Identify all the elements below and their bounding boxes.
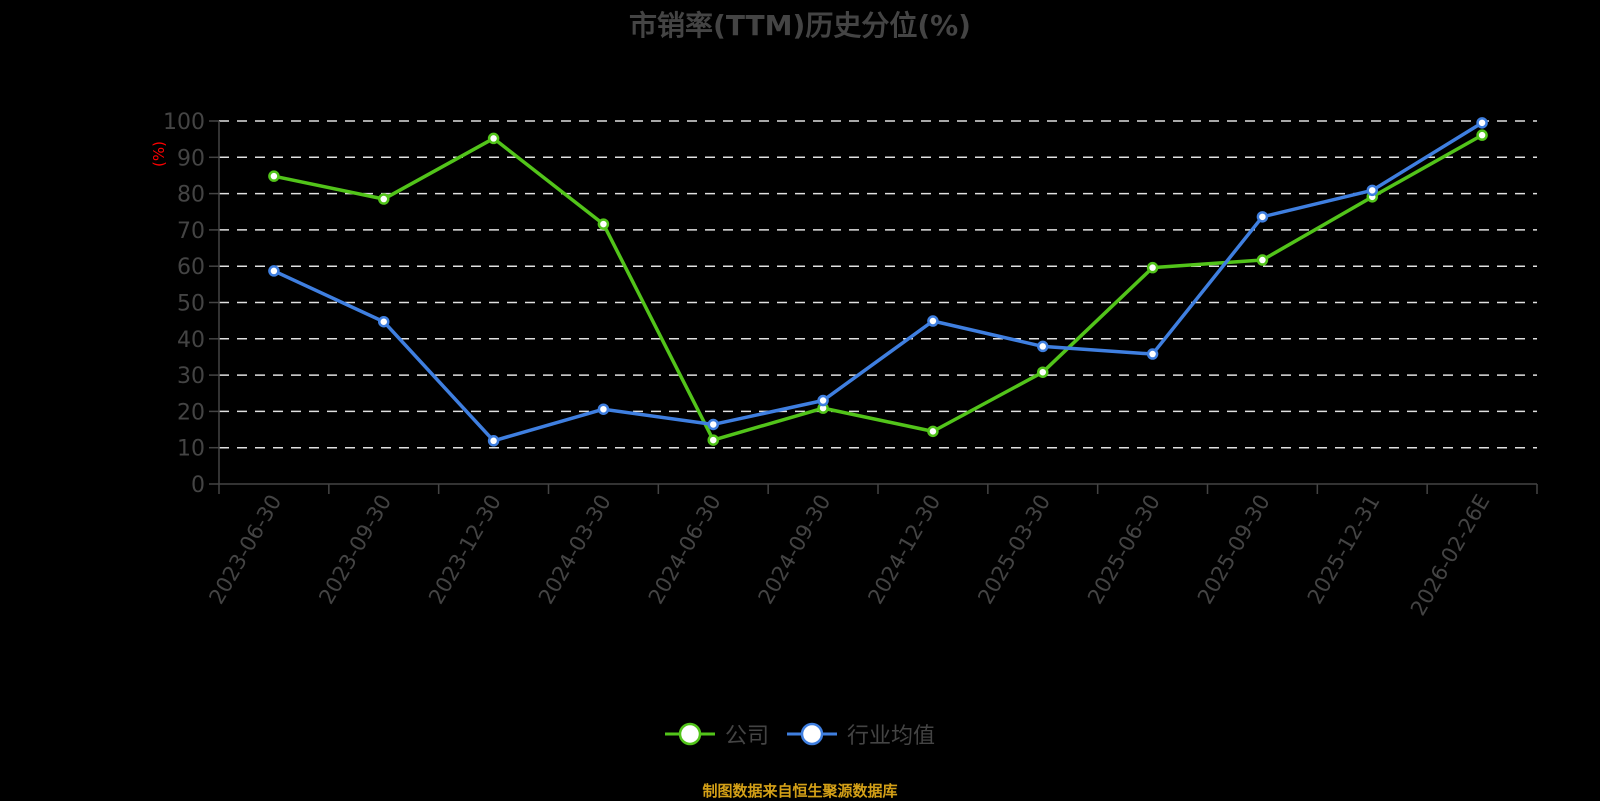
legend-item-industry-average[interactable]: 行业均值: [787, 718, 935, 750]
industry-series-marker-icon: [787, 722, 837, 746]
y-tick-label: 30: [177, 364, 205, 389]
x-tick-label: 2025-03-30: [973, 491, 1055, 609]
x-tick-label: 2023-12-30: [424, 491, 506, 609]
grid-lines: [219, 120, 1537, 449]
legend-item-company[interactable]: 公司: [664, 718, 769, 750]
data-point[interactable]: [817, 394, 829, 407]
x-axis: 2023-06-30 2023-09-30 2023-12-30 2024-03-30…: [204, 483, 1538, 620]
y-tick-label: 80: [177, 183, 205, 208]
data-point[interactable]: [268, 170, 280, 182]
data-source-footer: 制图数据来自恒生聚源数据库: [702, 782, 898, 800]
x-tick-label: 2023-09-30: [314, 491, 396, 609]
y-tick-label: 70: [177, 219, 205, 244]
data-point[interactable]: [378, 193, 390, 205]
data-point[interactable]: [268, 265, 280, 277]
data-point[interactable]: [597, 218, 610, 230]
series-lines: [268, 117, 1488, 447]
data-point[interactable]: [1476, 129, 1488, 141]
data-point[interactable]: [927, 315, 939, 327]
data-point[interactable]: [707, 418, 719, 431]
x-tick-label: 2026-02-26E: [1406, 491, 1494, 620]
x-tick-label: 2025-09-30: [1193, 491, 1275, 609]
data-point[interactable]: [1037, 366, 1049, 378]
x-tick-label: 2025-06-30: [1083, 491, 1165, 609]
y-tick-label: 20: [177, 400, 205, 425]
x-tick-label: 2024-03-30: [534, 491, 616, 609]
x-tick-label: 2023-06-30: [204, 491, 286, 609]
data-point[interactable]: [597, 403, 610, 415]
x-tick-label: 2024-09-30: [754, 491, 836, 609]
y-tick-label: 10: [177, 437, 205, 462]
data-point[interactable]: [927, 425, 939, 438]
data-point[interactable]: [707, 434, 719, 446]
data-point[interactable]: [487, 132, 500, 145]
data-point[interactable]: [1037, 340, 1049, 353]
x-tick-label: 2024-06-30: [644, 491, 726, 609]
x-tick-label: 2025-12-31: [1303, 491, 1385, 609]
y-tick-label: 60: [177, 255, 205, 280]
y-tick-label: 100: [163, 110, 205, 135]
data-point[interactable]: [1146, 261, 1159, 274]
data-point[interactable]: [378, 315, 390, 328]
series-line: [273, 121, 1483, 443]
line-chart: 0 10 20 30 40 50 60 70 80 90 100 2023-06-30 2023-09…: [163, 110, 1538, 620]
x-tick-label: 2024-12-30: [863, 491, 945, 609]
chart-title: 市销率(TTM)历史分位(%): [629, 9, 971, 42]
legend-label-company: 公司: [724, 724, 769, 749]
data-point[interactable]: [1366, 184, 1378, 197]
y-axis: 0 10 20 30 40 50 60 70 80 90 100: [163, 110, 220, 498]
y-tick-label: 90: [177, 146, 205, 171]
data-point[interactable]: [1256, 254, 1269, 266]
series-line: [273, 133, 1483, 442]
legend: 公司 行业均值: [0, 718, 1600, 750]
data-point[interactable]: [1256, 211, 1269, 223]
legend-label-industry-average: 行业均值: [847, 724, 936, 749]
data-point[interactable]: [1476, 117, 1488, 129]
y-tick-label: 50: [177, 292, 205, 317]
data-point[interactable]: [487, 435, 500, 447]
y-tick-label: 40: [177, 328, 205, 353]
company-series-marker-icon: [664, 722, 715, 746]
data-point[interactable]: [1146, 348, 1159, 360]
y-tick-label: 0: [191, 473, 205, 498]
